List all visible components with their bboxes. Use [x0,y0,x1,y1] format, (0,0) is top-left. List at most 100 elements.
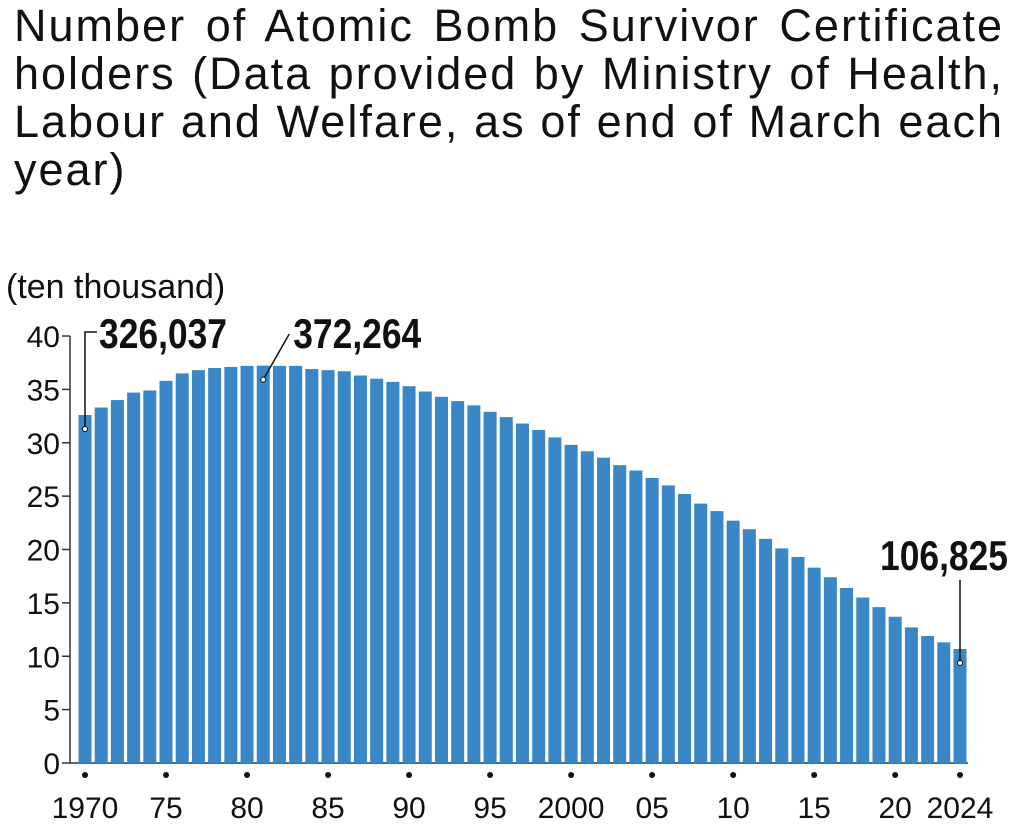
bar [483,411,497,763]
bar [94,407,108,763]
x-tick-label: 05 [635,792,668,825]
bar [937,642,951,763]
x-tick-dot [730,772,737,778]
y-axis-label: (ten thousand) [6,268,225,306]
bar [127,392,141,763]
bar [678,493,692,763]
x-tick-label: 85 [311,792,344,825]
bar [370,378,384,763]
value-label: 106,825 [880,532,1008,579]
x-tick-dot [811,772,818,778]
bar [499,417,513,763]
bar [645,477,659,763]
x-tick-label: 1970 [52,792,119,825]
bar [726,520,740,763]
bar [791,556,805,763]
leader-end [82,425,88,432]
value-label: 326,037 [99,310,227,357]
y-tick-label: 35 [27,374,60,407]
x-tick-dot [325,772,332,778]
bar [872,607,886,763]
x-tick-dot [244,772,251,778]
x-tick-label: 20 [878,792,911,825]
x-tick-dot [957,772,963,778]
y-tick-label: 0 [43,748,60,781]
y-tick-label: 25 [27,481,60,514]
bar [305,369,319,763]
bar [289,365,303,763]
bar [337,371,351,763]
y-tick-label: 15 [27,588,60,621]
bar [710,511,724,763]
bar [516,423,529,763]
bar [353,375,367,763]
bar [775,548,789,763]
y-tick-label: 5 [43,695,60,728]
bar [953,648,967,763]
x-tick-dot [487,772,494,778]
x-tick-label: 90 [392,792,425,825]
bar [807,567,821,763]
x-tick-label: 2024 [927,792,994,825]
bar [143,390,157,763]
bar [597,457,611,763]
bar [321,370,335,763]
x-tick-dot [892,772,899,778]
x-tick-dot [649,772,656,778]
bar [759,538,773,763]
bar [159,380,173,763]
bar [110,400,124,763]
x-tick-label: 95 [473,792,506,825]
bar [742,529,756,763]
bar [548,437,562,763]
bar [661,485,675,763]
bar [256,365,270,763]
bar [888,616,902,763]
bar [694,503,708,763]
bar [224,366,238,763]
value-label: 372,264 [293,310,422,357]
y-tick-label: 10 [27,641,60,674]
bar [532,429,546,763]
y-tick-label: 20 [27,535,60,568]
bar [856,597,870,763]
bar [386,381,400,763]
x-tick-label: 10 [716,792,749,825]
bar [175,373,189,763]
x-tick-dot [568,772,575,778]
bar [240,365,254,763]
bar [208,368,222,763]
bar [402,386,416,763]
x-tick-label: 2000 [538,792,605,825]
bar [434,396,448,763]
bar [823,577,837,763]
bar [418,391,432,763]
bar [840,587,854,763]
x-tick-label: 80 [230,792,263,825]
bar [629,470,643,763]
bar [272,365,286,763]
leader-line [84,331,97,429]
bar [564,444,578,763]
y-tick-label: 40 [27,321,60,354]
x-tick-dot [82,772,88,778]
bar [191,370,205,763]
leader-line [262,333,290,380]
x-tick-label: 15 [797,792,830,825]
bar [904,627,918,763]
leader-end [957,659,963,666]
bar [580,451,594,763]
y-tick-label: 30 [27,428,60,461]
bar [467,405,481,763]
chart-title: Number of Atomic Bomb Survivor Certifica… [14,0,1004,195]
bar [78,414,92,763]
x-tick-label: 75 [149,792,182,825]
bar [921,635,935,763]
x-tick-dot [406,772,413,778]
x-tick-dot [163,772,170,778]
leader-end [260,376,267,383]
bar [451,401,465,763]
bar [613,465,627,763]
